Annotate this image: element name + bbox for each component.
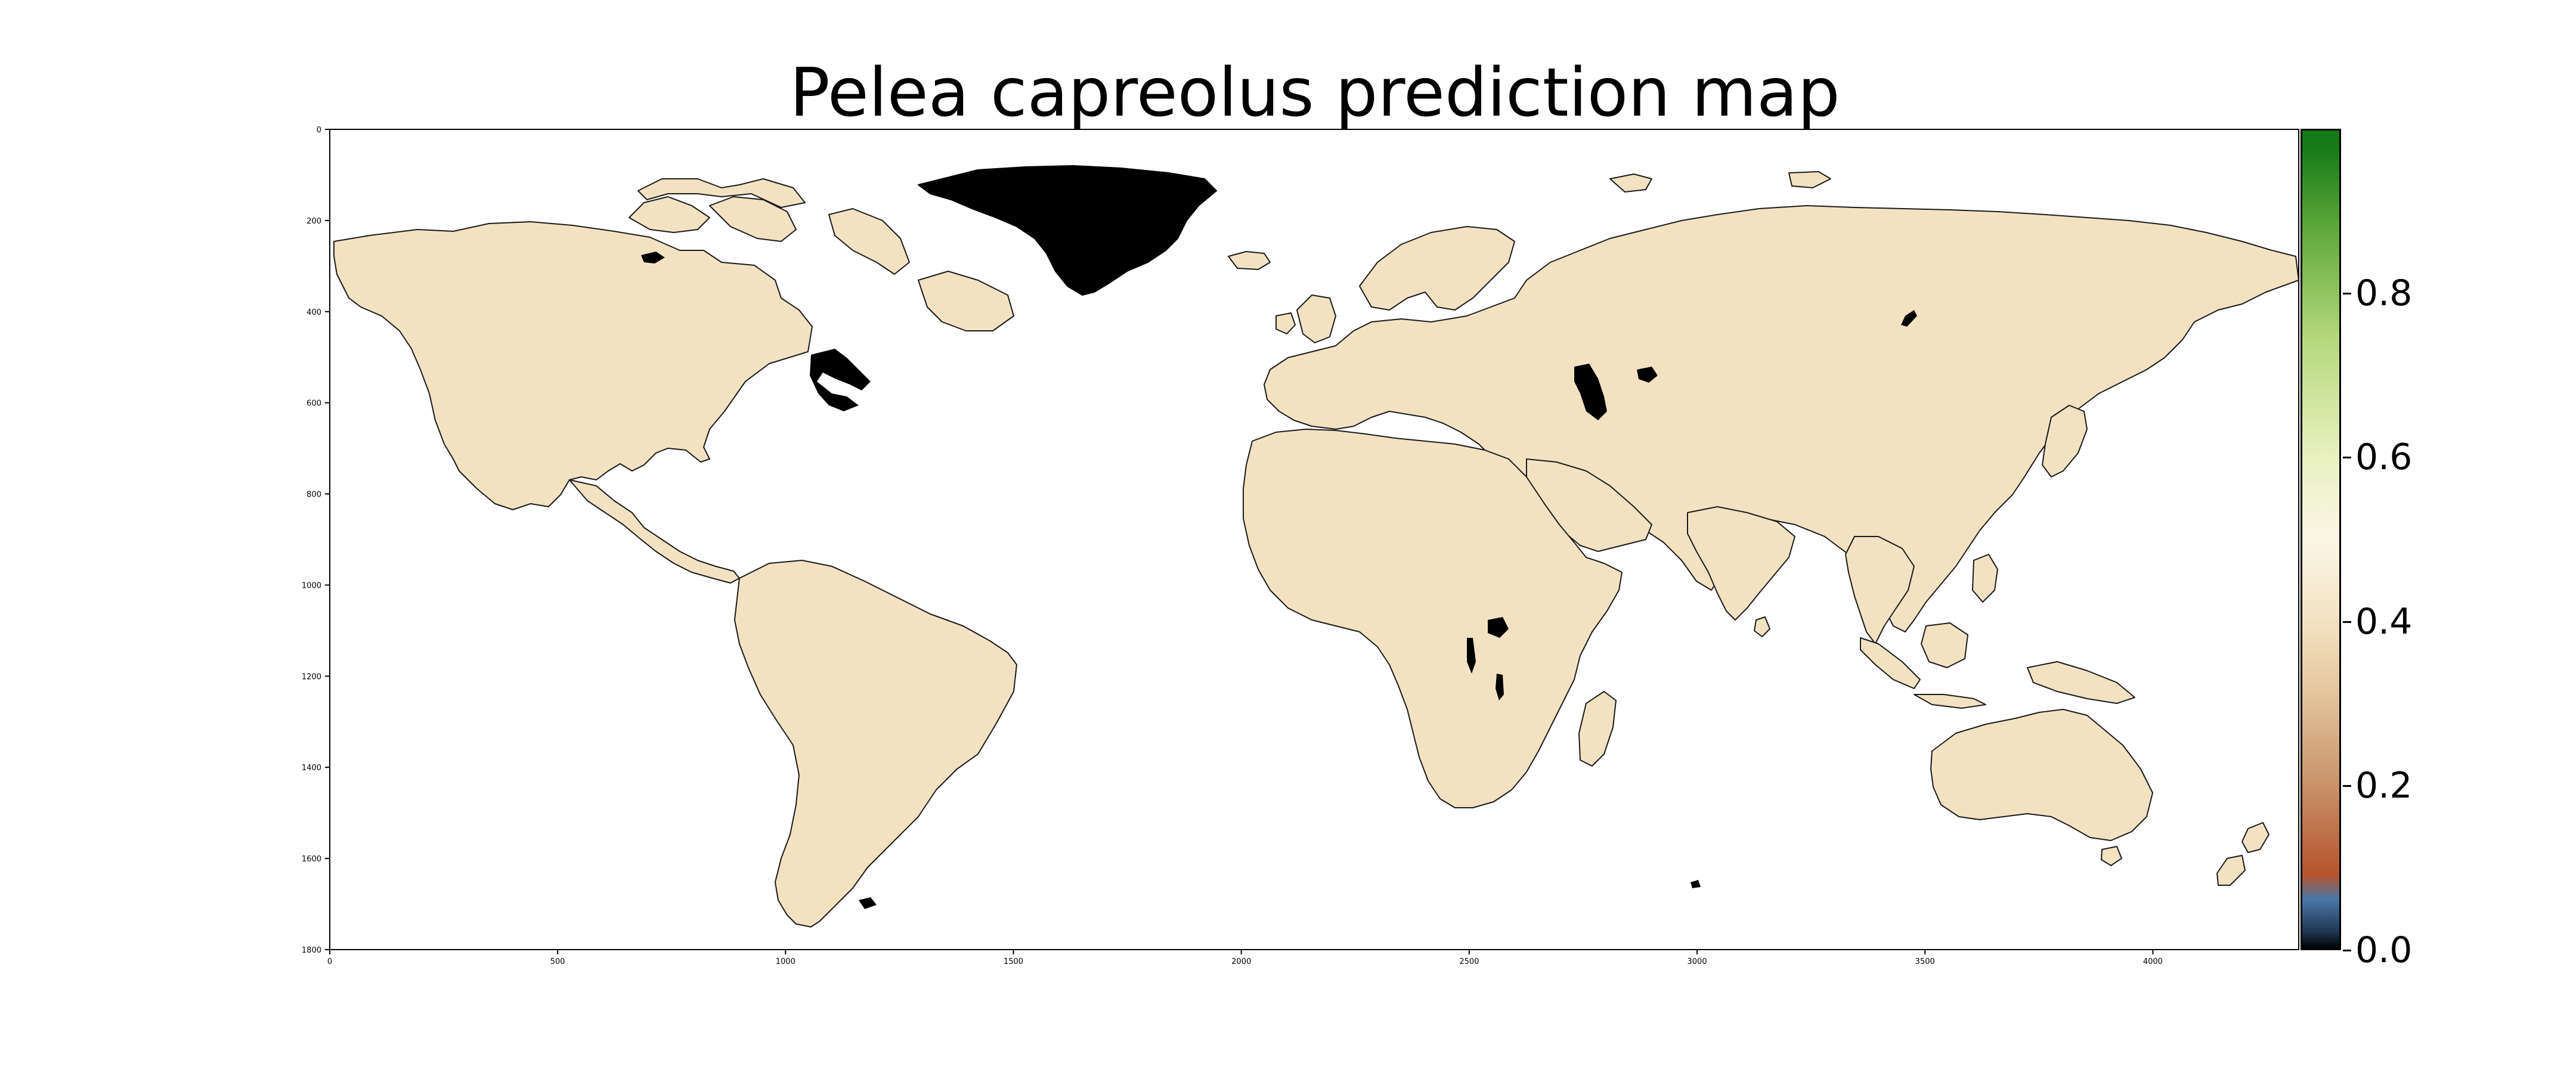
arctic-islands-3 (637, 178, 806, 208)
lake-malawi (1496, 674, 1504, 700)
great-bear-lake (641, 252, 665, 263)
map-title: Pelea capreolus prediction map (789, 54, 1840, 132)
sri-lanka (1754, 616, 1770, 637)
south-america (734, 560, 1017, 928)
colorbar-tick-1 (2343, 785, 2351, 787)
japan (2042, 405, 2088, 477)
africa (1243, 429, 1623, 808)
colorbar (2301, 129, 2341, 950)
y-tick-label-3: 600 (306, 399, 321, 408)
madagascar (1578, 691, 1617, 767)
caspian-sea (1574, 364, 1607, 420)
colorbar-tick-label-0: 0.0 (2355, 929, 2413, 971)
philippines (1972, 554, 1998, 603)
arctic-islands-2 (709, 196, 797, 242)
falklands-mask (859, 897, 877, 909)
colorbar-tick-label-1: 0.2 (2355, 765, 2413, 807)
y-tick-label-7: 1400 (302, 764, 321, 773)
x-tick-label-6: 3000 (1688, 957, 1707, 966)
axis-ticks (325, 129, 2154, 954)
labrador (918, 271, 1014, 331)
y-tick-label-2: 400 (306, 308, 321, 317)
colorbar-tick-label-2: 0.4 (2355, 600, 2413, 643)
x-tick-label-5: 2500 (1459, 957, 1479, 966)
kerguelen-mask (1690, 880, 1701, 888)
aral-sea (1637, 367, 1658, 383)
scandinavia (1359, 226, 1515, 311)
axis-tick-labels: 0 500 1000 1500 2000 2500 3000 3500 4000 0 200 400 6… (302, 126, 2163, 966)
north-america (333, 221, 813, 510)
tasmania (2101, 846, 2122, 866)
colorbar-tick-label-3: 0.6 (2355, 436, 2413, 479)
x-tick-label-1: 500 (550, 957, 565, 966)
baffin-island (828, 208, 910, 275)
svalbard (1609, 173, 1652, 193)
y-tick-label-1: 200 (306, 217, 321, 226)
indian-subcontinent (1687, 506, 1795, 621)
new-guinea (2027, 661, 2135, 704)
java (1914, 694, 1986, 709)
x-tick-label-8: 4000 (2143, 957, 2163, 966)
x-tick-label-4: 2000 (1231, 957, 1251, 966)
x-tick-label-2: 1000 (776, 957, 795, 966)
british-isles (1296, 294, 1336, 343)
novaya-zemlya (1788, 171, 1831, 188)
greenland (918, 165, 1217, 296)
x-tick-label-7: 3500 (1915, 957, 1935, 966)
colorbar-tick-2 (2343, 621, 2351, 623)
colorbar-tick-4 (2343, 292, 2351, 294)
y-tick-label-8: 1600 (302, 855, 321, 864)
x-tick-label-0: 0 (327, 957, 332, 966)
land-layer (333, 165, 2299, 928)
new-zealand-south (2216, 855, 2246, 886)
new-zealand (2241, 822, 2270, 853)
colorbar-tick-0 (2343, 950, 2351, 951)
y-tick-label-0: 0 (317, 126, 321, 135)
sumatra (1860, 637, 1921, 689)
ireland (1275, 312, 1296, 334)
australia (1930, 709, 2153, 841)
arctic-islands-1 (628, 196, 710, 233)
great-lakes (810, 349, 871, 411)
y-tick-label-9: 1800 (302, 946, 321, 955)
lake-tanganyika (1467, 638, 1476, 674)
indochina (1845, 536, 1915, 644)
y-tick-label-5: 1000 (302, 581, 321, 590)
y-tick-label-4: 800 (306, 491, 321, 500)
lake-baikal (1901, 310, 1917, 327)
colorbar-tick-3 (2343, 457, 2351, 459)
x-tick-label-3: 1500 (1004, 957, 1023, 966)
lake-victoria (1488, 617, 1509, 638)
iceland (1228, 251, 1271, 270)
masked-layer (641, 252, 1917, 909)
y-tick-label-6: 1200 (302, 672, 321, 681)
colorbar-tick-label-4: 0.8 (2355, 272, 2413, 314)
map-panel: 0 500 1000 1500 2000 2500 3000 3500 4000 0 200 400 6… (302, 126, 2299, 966)
borneo (1921, 622, 1968, 668)
